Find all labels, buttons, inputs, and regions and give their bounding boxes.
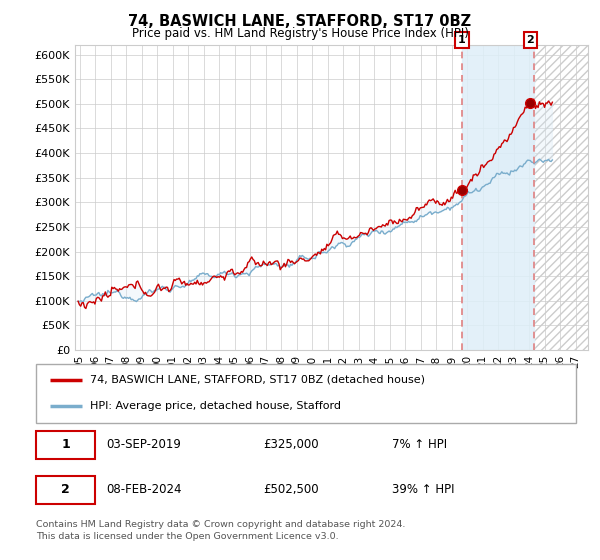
- FancyBboxPatch shape: [36, 476, 95, 504]
- Text: HPI: Average price, detached house, Stafford: HPI: Average price, detached house, Staf…: [90, 402, 341, 412]
- FancyBboxPatch shape: [36, 431, 95, 459]
- Text: Contains HM Land Registry data © Crown copyright and database right 2024.: Contains HM Land Registry data © Crown c…: [36, 520, 406, 529]
- Text: 1: 1: [458, 35, 466, 45]
- Text: £502,500: £502,500: [263, 483, 319, 496]
- Text: 2: 2: [61, 483, 70, 496]
- Text: 39% ↑ HPI: 39% ↑ HPI: [392, 483, 455, 496]
- Text: 08-FEB-2024: 08-FEB-2024: [106, 483, 182, 496]
- Text: 7% ↑ HPI: 7% ↑ HPI: [392, 438, 448, 451]
- Text: 74, BASWICH LANE, STAFFORD, ST17 0BZ (detached house): 74, BASWICH LANE, STAFFORD, ST17 0BZ (de…: [90, 375, 425, 385]
- Text: Price paid vs. HM Land Registry's House Price Index (HPI): Price paid vs. HM Land Registry's House …: [131, 27, 469, 40]
- Text: £325,000: £325,000: [263, 438, 319, 451]
- Text: 03-SEP-2019: 03-SEP-2019: [106, 438, 181, 451]
- Bar: [534, 45, 591, 350]
- Text: This data is licensed under the Open Government Licence v3.0.: This data is licensed under the Open Gov…: [36, 532, 338, 541]
- Bar: [462, 45, 534, 350]
- Text: 1: 1: [61, 438, 70, 451]
- FancyBboxPatch shape: [36, 364, 576, 423]
- Text: 2: 2: [526, 35, 534, 45]
- Text: 74, BASWICH LANE, STAFFORD, ST17 0BZ: 74, BASWICH LANE, STAFFORD, ST17 0BZ: [128, 14, 472, 29]
